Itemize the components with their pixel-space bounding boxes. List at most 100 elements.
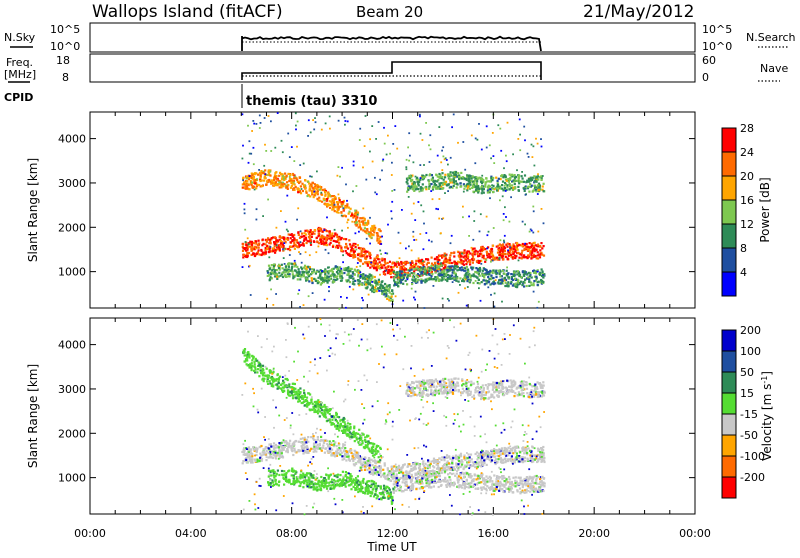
range-gate-cell	[502, 270, 504, 272]
range-gate-cell	[425, 232, 427, 234]
range-gate-cell	[250, 450, 252, 452]
range-gate-cell	[342, 445, 344, 447]
range-gate-cell	[340, 238, 342, 240]
range-gate-cell	[329, 243, 331, 245]
range-gate-cell	[504, 235, 506, 237]
range-gate-cell	[389, 261, 391, 263]
range-gate-cell	[289, 178, 291, 180]
range-gate-cell	[542, 185, 544, 187]
range-gate-cell	[391, 218, 393, 220]
range-gate-cell	[252, 458, 254, 460]
range-gate-cell	[312, 187, 314, 189]
range-gate-cell	[477, 139, 479, 141]
range-gate-cell	[523, 460, 525, 462]
range-gate-cell	[259, 127, 261, 129]
range-gate-cell	[398, 472, 400, 474]
range-gate-cell	[441, 279, 443, 281]
range-gate-cell	[352, 216, 354, 218]
nave-tick-low: 0	[702, 71, 709, 84]
range-gate-cell	[364, 278, 366, 280]
range-gate-cell	[372, 264, 374, 266]
range-gate-cell	[384, 289, 386, 291]
range-gate-cell	[361, 283, 363, 285]
range-gate-cell	[370, 278, 372, 280]
range-gate-cell	[341, 230, 343, 232]
range-gate-cell	[391, 174, 393, 176]
range-gate-cell	[285, 238, 287, 240]
range-gate-cell	[422, 463, 424, 465]
range-gate-cell	[451, 459, 453, 461]
range-gate-cell	[528, 191, 530, 193]
range-gate-cell	[337, 203, 339, 205]
range-gate-cell	[396, 271, 398, 273]
range-gate-cell	[322, 447, 324, 449]
range-gate-cell	[327, 277, 329, 279]
range-gate-cell	[413, 272, 415, 274]
range-gate-cell	[380, 253, 382, 255]
range-gate-cell	[290, 246, 292, 248]
range-gate-cell	[458, 178, 460, 180]
range-gate-cell	[251, 241, 253, 243]
range-gate-cell	[367, 265, 369, 267]
freq-tick-low: 8	[62, 71, 69, 84]
range-gate-cell	[414, 219, 416, 221]
range-gate-cell	[273, 265, 275, 267]
range-gate-cell	[357, 244, 359, 246]
range-gate-cell	[495, 276, 497, 278]
range-gate-cell	[510, 175, 512, 177]
range-gate-cell	[304, 232, 306, 234]
range-gate-cell	[307, 273, 309, 275]
range-gate-cell	[305, 441, 307, 443]
range-gate-cell	[480, 263, 482, 265]
range-gate-cell	[364, 277, 366, 279]
range-gate-cell	[364, 457, 366, 459]
range-gate-cell	[339, 273, 341, 275]
range-gate-cell	[528, 281, 530, 283]
range-gate-cell	[303, 389, 305, 391]
range-gate-cell	[258, 240, 260, 242]
range-gate-cell	[511, 184, 513, 186]
range-gate-cell	[483, 455, 485, 457]
range-gate-cell	[343, 238, 345, 240]
range-gate-cell	[489, 144, 491, 146]
range-gate-cell	[530, 257, 532, 259]
range-gate-cell	[276, 278, 278, 280]
range-gate-cell	[441, 459, 443, 461]
range-gate-cell	[440, 232, 442, 234]
range-gate-cell	[281, 452, 283, 454]
range-gate-cell	[293, 444, 295, 446]
range-gate-cell	[540, 279, 542, 281]
range-gate-cell	[487, 190, 489, 192]
range-gate-cell	[354, 458, 356, 460]
range-gate-cell	[303, 274, 305, 276]
range-gate-cell	[415, 263, 417, 265]
range-gate-cell	[452, 281, 454, 283]
range-gate-cell	[355, 215, 357, 217]
range-gate-cell	[372, 227, 374, 229]
range-gate-cell	[486, 180, 488, 182]
range-gate-cell	[314, 450, 316, 452]
range-gate-cell	[317, 228, 319, 230]
range-gate-cell	[433, 285, 435, 287]
range-gate-cell	[503, 273, 505, 275]
range-gate-cell	[449, 458, 451, 460]
range-gate-cell	[509, 450, 511, 452]
range-gate-cell	[397, 469, 399, 471]
nsky-trace	[242, 36, 541, 51]
range-gate-cell	[425, 258, 427, 260]
range-gate-cell	[369, 462, 371, 464]
range-gate-cell	[325, 194, 327, 196]
range-gate-cell	[531, 230, 533, 232]
range-gate-cell	[415, 260, 417, 262]
range-gate-cell	[501, 256, 503, 258]
range-gate-cell	[311, 279, 313, 281]
range-gate-cell	[477, 255, 479, 257]
range-gate-cell	[414, 278, 416, 280]
range-gate-cell	[392, 143, 394, 145]
range-gate-cell	[496, 259, 498, 261]
range-gate-cell	[465, 279, 467, 281]
range-gate-cell	[313, 435, 315, 437]
range-gate-cell	[517, 270, 519, 272]
range-gate-cell	[316, 271, 318, 273]
